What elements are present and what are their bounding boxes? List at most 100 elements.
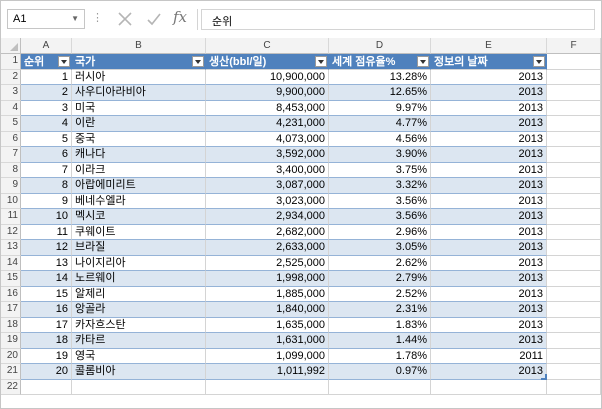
table-cell[interactable]: 2,633,000 [206, 240, 329, 256]
cell[interactable] [431, 379, 547, 395]
table-cell[interactable]: 12.65% [329, 85, 431, 101]
cell[interactable] [21, 379, 72, 395]
cell[interactable] [547, 116, 601, 132]
row-header[interactable]: 1 [1, 54, 21, 70]
table-cell[interactable]: 1,099,000 [206, 348, 329, 364]
row-header[interactable]: 9 [1, 178, 21, 194]
table-cell[interactable]: 3.05% [329, 240, 431, 256]
table-cell[interactable]: 이란 [72, 116, 206, 132]
row-header[interactable]: 7 [1, 147, 21, 163]
table-cell[interactable]: 나이지리아 [72, 255, 206, 271]
column-header-f[interactable]: F [547, 38, 601, 54]
cell[interactable] [547, 333, 601, 349]
table-cell[interactable]: 콜롬비아 [72, 364, 206, 380]
table-cell[interactable]: 중국 [72, 131, 206, 147]
table-cell[interactable]: 5 [21, 131, 72, 147]
row-header[interactable]: 21 [1, 364, 21, 380]
table-cell[interactable]: 4.77% [329, 116, 431, 132]
table-cell[interactable]: 9,900,000 [206, 85, 329, 101]
table-cell[interactable]: 18 [21, 333, 72, 349]
table-cell[interactable]: 1.44% [329, 333, 431, 349]
cell[interactable] [547, 54, 601, 70]
row-header[interactable]: 6 [1, 131, 21, 147]
column-header-a[interactable]: A [21, 38, 72, 54]
table-cell[interactable]: 12 [21, 240, 72, 256]
table-cell[interactable]: 20 [21, 364, 72, 380]
table-cell[interactable]: 6 [21, 147, 72, 163]
table-cell[interactable]: 2013 [431, 364, 547, 380]
table-cell[interactable]: 2013 [431, 240, 547, 256]
cell[interactable] [547, 131, 601, 147]
table-cell[interactable]: 1,885,000 [206, 286, 329, 302]
table-cell[interactable]: 2,682,000 [206, 224, 329, 240]
table-cell[interactable]: 4 [21, 116, 72, 132]
cell[interactable] [547, 178, 601, 194]
row-header[interactable]: 11 [1, 209, 21, 225]
table-cell[interactable]: 2013 [431, 116, 547, 132]
row-header[interactable]: 2 [1, 69, 21, 85]
cell[interactable] [547, 100, 601, 116]
table-cell[interactable]: 알제리 [72, 286, 206, 302]
table-cell[interactable]: 2.96% [329, 224, 431, 240]
more-options-icon[interactable]: ⋮ [92, 12, 103, 24]
table-cell[interactable]: 1,840,000 [206, 302, 329, 318]
cell[interactable] [547, 379, 601, 395]
table-cell[interactable]: 8,453,000 [206, 100, 329, 116]
cell[interactable] [547, 302, 601, 318]
table-cell[interactable]: 11 [21, 224, 72, 240]
row-header[interactable]: 20 [1, 348, 21, 364]
cell[interactable] [547, 85, 601, 101]
cell[interactable] [547, 286, 601, 302]
cell[interactable] [547, 271, 601, 287]
table-cell[interactable]: 노르웨이 [72, 271, 206, 287]
cell[interactable] [547, 193, 601, 209]
table-resize-handle[interactable] [541, 374, 547, 380]
table-cell[interactable]: 3 [21, 100, 72, 116]
table-cell[interactable]: 아랍에미리트 [72, 178, 206, 194]
check-icon[interactable] [142, 7, 166, 31]
table-header-cell[interactable]: 정보의 날짜 [431, 54, 547, 70]
table-cell[interactable]: 2,525,000 [206, 255, 329, 271]
row-header[interactable]: 15 [1, 271, 21, 287]
formula-input[interactable]: 순위 [201, 9, 595, 30]
table-cell[interactable]: 쿠웨이트 [72, 224, 206, 240]
table-header-cell[interactable]: 순위 [21, 54, 72, 70]
cell[interactable] [547, 224, 601, 240]
table-cell[interactable]: 2013 [431, 209, 547, 225]
table-cell[interactable]: 3,023,000 [206, 193, 329, 209]
table-cell[interactable]: 2.62% [329, 255, 431, 271]
cell[interactable] [547, 317, 601, 333]
table-cell[interactable]: 3.56% [329, 209, 431, 225]
cell[interactable] [547, 348, 601, 364]
table-cell[interactable]: 3.32% [329, 178, 431, 194]
table-cell[interactable]: 2013 [431, 69, 547, 85]
table-cell[interactable]: 4,073,000 [206, 131, 329, 147]
cell[interactable] [329, 379, 431, 395]
table-cell[interactable]: 3.90% [329, 147, 431, 163]
cell[interactable] [547, 240, 601, 256]
table-cell[interactable]: 2.79% [329, 271, 431, 287]
table-cell[interactable]: 2013 [431, 333, 547, 349]
cell[interactable] [206, 379, 329, 395]
table-cell[interactable]: 2013 [431, 255, 547, 271]
table-cell[interactable]: 2013 [431, 85, 547, 101]
table-cell[interactable]: 카자흐스탄 [72, 317, 206, 333]
table-cell[interactable]: 1.83% [329, 317, 431, 333]
select-all-button[interactable] [1, 38, 21, 54]
table-cell[interactable]: 13.28% [329, 69, 431, 85]
chevron-down-icon[interactable]: ▼ [71, 14, 79, 23]
table-cell[interactable]: 17 [21, 317, 72, 333]
table-cell[interactable]: 9 [21, 193, 72, 209]
filter-dropdown-button[interactable] [315, 56, 327, 67]
table-cell[interactable]: 9.97% [329, 100, 431, 116]
table-cell[interactable]: 2013 [431, 147, 547, 163]
table-cell[interactable]: 16 [21, 302, 72, 318]
insert-function-icon[interactable]: fx [173, 8, 188, 26]
table-cell[interactable]: 3,592,000 [206, 147, 329, 163]
column-header-b[interactable]: B [72, 38, 206, 54]
table-cell[interactable]: 1,011,992 [206, 364, 329, 380]
table-cell[interactable]: 앙골라 [72, 302, 206, 318]
table-cell[interactable]: 3.75% [329, 162, 431, 178]
table-cell[interactable]: 1 [21, 69, 72, 85]
row-header[interactable]: 4 [1, 100, 21, 116]
